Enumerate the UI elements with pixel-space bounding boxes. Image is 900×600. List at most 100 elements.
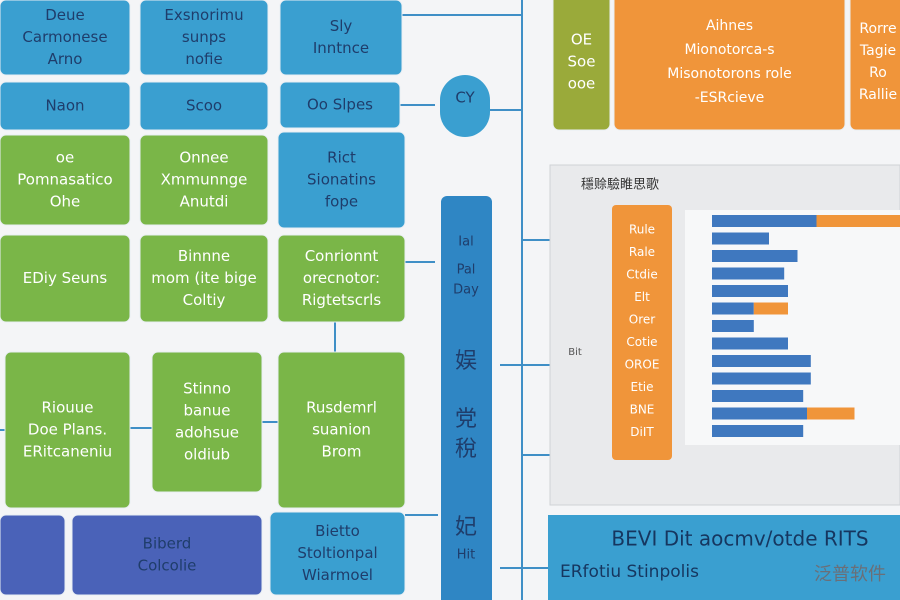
box [279, 0, 403, 76]
panel-label: Orer [629, 313, 655, 327]
box-text: Inntnce [313, 39, 369, 57]
box [139, 134, 269, 226]
box-text: EDiy Seuns [23, 269, 108, 287]
bar [807, 407, 855, 420]
box-text: Pomnasatico [17, 171, 112, 189]
bar [712, 267, 785, 280]
box-text: oe [56, 149, 74, 167]
side-bar-text: 党 [455, 407, 477, 432]
box-text: Wiarmoel [302, 566, 373, 584]
bar [712, 355, 811, 367]
box-text: OE [571, 31, 592, 49]
box-text: Sly [330, 17, 353, 35]
box [139, 234, 269, 323]
panel-label: Ctdie [626, 268, 657, 282]
box-text: Scoo [186, 97, 222, 115]
box-text: Ohe [50, 193, 81, 211]
bar [816, 215, 900, 227]
panel-title: 穩赊驗睢思歌 [581, 178, 659, 193]
box [552, 0, 611, 131]
bar [712, 302, 754, 315]
box [151, 351, 263, 493]
box-text: Onnee [179, 149, 228, 167]
box-text: ooe [568, 75, 596, 93]
box-text: Naon [45, 97, 84, 115]
box-text: Xmmunnge [161, 171, 248, 189]
bar [712, 407, 807, 420]
box-text: Binnne [178, 247, 230, 265]
box-text: Sionatins [307, 171, 376, 189]
box-text: Carmonese [22, 28, 107, 46]
footer-title: BEVI Dit aocmv/otde RITS [611, 527, 868, 551]
panel-label: DiIT [630, 425, 654, 439]
box [613, 0, 846, 131]
bar [712, 320, 754, 332]
box-text: adohsue [175, 424, 239, 442]
bar [712, 390, 804, 402]
box-text: Coltiy [183, 291, 226, 309]
box [277, 234, 406, 323]
box-text: Exsnorimu [164, 6, 243, 24]
box-text: ERitcaneniu [23, 443, 112, 461]
box [4, 351, 131, 509]
box [139, 0, 269, 76]
circle-node [440, 75, 490, 137]
box [0, 0, 131, 76]
side-bar-text: 娱 [455, 349, 477, 374]
bar [712, 372, 811, 385]
panel-label: Rale [629, 245, 655, 259]
panel-label: BNE [630, 403, 655, 417]
box [139, 81, 269, 131]
box-text: Doe Plans. [28, 421, 107, 439]
footer-subtitle: ERfotiu Stinpolis [560, 562, 699, 582]
box-text: sunps [182, 28, 226, 46]
box-text: Aihnes [706, 18, 753, 34]
box-text: Rorre [859, 21, 896, 37]
box-text: Brom [322, 443, 362, 461]
bar [753, 302, 788, 315]
box-text: Bietto [315, 522, 360, 540]
box-text: Mionotorca-s [684, 42, 774, 58]
bar [712, 285, 788, 297]
box-text: orecnotor: [303, 269, 380, 287]
box-text: Riouue [41, 399, 93, 417]
box-text: Biberd [143, 535, 192, 553]
side-bar-text: 妃 [455, 515, 477, 540]
box [849, 0, 900, 131]
box [269, 511, 406, 596]
box [0, 234, 131, 323]
side-bar [441, 196, 492, 600]
label-column [612, 205, 672, 460]
box-text: Ro [869, 65, 887, 81]
box-text: Tagie [859, 43, 896, 59]
box [71, 514, 263, 596]
box-text: Rict [327, 149, 356, 167]
box-text: Rigtetscrls [302, 291, 381, 309]
connector-label: Bit [568, 347, 582, 358]
box-text: -ESRcieve [695, 90, 765, 106]
panel-label: Etie [630, 380, 653, 394]
box-text: Anutdi [180, 193, 229, 211]
box-text: Soe [568, 53, 596, 71]
box [277, 351, 406, 509]
box [277, 131, 406, 229]
box [0, 514, 66, 596]
bar [712, 425, 804, 437]
box-text: Colcolie [138, 557, 197, 575]
panel-label: Cotie [626, 335, 657, 349]
box [0, 134, 131, 226]
side-bar-text: Day [453, 283, 479, 298]
box-text: mom (ite bige [151, 269, 257, 287]
box-text: nofie [185, 50, 222, 68]
bar [712, 232, 769, 245]
box-text: Rallie [859, 87, 897, 103]
circle-text: CY [455, 89, 475, 107]
bar [712, 250, 798, 262]
panel-label: Rule [629, 223, 655, 237]
side-bar-text: Hit [457, 548, 475, 563]
bar [712, 215, 817, 227]
panel-label: Elt [634, 290, 650, 304]
side-bar-text: Ial [458, 235, 473, 250]
box-text: oldiub [184, 446, 230, 464]
